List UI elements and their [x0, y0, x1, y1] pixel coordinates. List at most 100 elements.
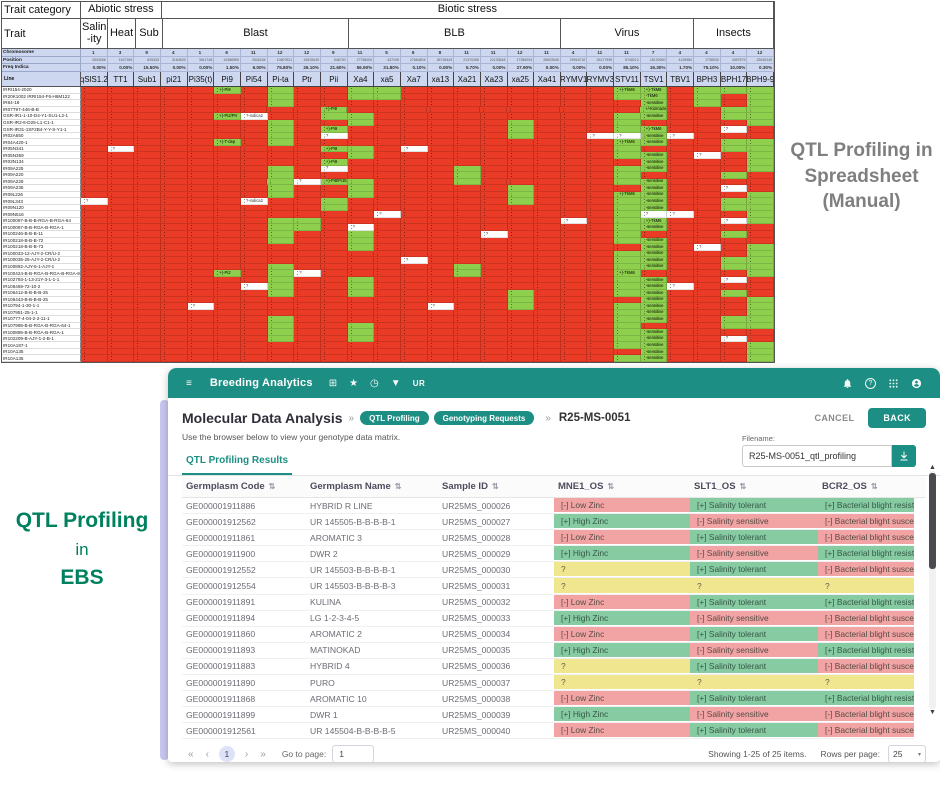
marker-header-cell[interactable]: TSV1 [640, 72, 668, 87]
position-cell[interactable]: 2543266 [81, 57, 108, 64]
sheet-cell[interactable] [347, 270, 375, 277]
sheet-cell[interactable] [667, 257, 695, 264]
sheet-cell[interactable] [560, 283, 588, 290]
sheet-cell[interactable] [747, 113, 775, 120]
sheet-cell[interactable] [81, 185, 108, 192]
marker-header-cell[interactable]: Pii [320, 72, 348, 87]
sheet-cell[interactable] [347, 132, 375, 140]
sheet-cell[interactable]: +)-TkM6 [614, 270, 641, 277]
sheet-cell[interactable] [320, 198, 348, 205]
sheet-cell[interactable] [267, 100, 295, 107]
freq-indica-cell[interactable]: 26.10% [294, 64, 321, 72]
line-name-cell[interactable]: IR07T97-446-B-B [2, 106, 81, 114]
sheet-cell[interactable] [720, 204, 748, 212]
sheet-cell[interactable] [294, 289, 321, 297]
sheet-cell[interactable] [160, 309, 188, 317]
line-name-cell[interactable]: IR106412-B-B-B-B-25 [2, 289, 81, 297]
sheet-cell[interactable] [374, 145, 401, 153]
sheet-cell[interactable]: -sensitive [640, 289, 668, 297]
sheet-cell[interactable] [240, 132, 268, 140]
sheet-cell[interactable] [534, 87, 561, 94]
sheet-cell[interactable] [160, 100, 188, 107]
sheet-cell[interactable] [107, 191, 135, 199]
sheet-cell[interactable] [187, 185, 215, 192]
sheet-cell[interactable] [747, 316, 775, 323]
line-name-cell[interactable]: IR100424-B-B-RGA-B-RGA-B-RGA-9 [2, 270, 81, 277]
sheet-cell[interactable] [720, 355, 748, 362]
sheet-cell[interactable] [560, 93, 588, 101]
sheet-cell[interactable] [400, 309, 428, 317]
sheet-cell[interactable]: ? [320, 165, 348, 173]
sheet-cell[interactable] [347, 152, 375, 160]
goto-page-input[interactable]: 1 [332, 745, 375, 762]
sheet-cell[interactable] [747, 211, 775, 218]
marker-header-cell[interactable]: Xa41 [534, 72, 561, 87]
sheet-cell[interactable] [667, 263, 695, 271]
sheet-cell[interactable] [400, 276, 428, 284]
sheet-cell[interactable]: -sensitive [640, 244, 668, 251]
sheet-cell[interactable] [160, 198, 188, 205]
sheet-cell[interactable]: ? [694, 244, 721, 251]
sheet-cell[interactable] [214, 276, 241, 284]
sheet-cell[interactable] [374, 309, 401, 317]
marker-header-cell[interactable]: BPH17 [720, 72, 748, 87]
sheet-cell[interactable] [294, 257, 321, 264]
sheet-cell[interactable] [614, 263, 641, 271]
sheet-cell[interactable] [240, 191, 268, 199]
sheet-cell[interactable] [667, 231, 695, 238]
sheet-cell[interactable] [240, 342, 268, 349]
sheet-cell[interactable] [507, 348, 535, 356]
sheet-cell[interactable] [107, 178, 135, 186]
sheet-cell[interactable] [747, 93, 775, 101]
chromosome-cell[interactable]: 11 [614, 49, 641, 57]
sheet-cell[interactable] [107, 329, 135, 336]
sheet-cell[interactable] [453, 106, 481, 114]
sheet-cell[interactable] [614, 159, 641, 166]
sheet-cell[interactable] [160, 257, 188, 264]
line-name-cell[interactable]: IR09L226 [2, 191, 81, 199]
sheet-cell[interactable] [214, 329, 241, 336]
sheet-cell[interactable]: -sensitive [640, 132, 668, 140]
sheet-cell[interactable] [400, 93, 428, 101]
sheet-cell[interactable] [320, 87, 348, 94]
marker-header-cell[interactable]: Pi54 [240, 72, 268, 87]
sheet-cell[interactable] [560, 303, 588, 310]
sheet-cell[interactable] [480, 316, 508, 323]
position-cell[interactable]: 10607521 [267, 57, 295, 64]
sheet-cell[interactable]: +)-Pi9 [214, 87, 241, 94]
vertical-scrollbar[interactable]: ▲ ▼ [928, 464, 937, 716]
sheet-cell[interactable] [107, 296, 135, 304]
trait-group-cell[interactable]: Salin -ity [81, 19, 109, 49]
sheet-cell[interactable] [240, 185, 268, 192]
sheet-cell[interactable]: +)-TkM6 [640, 217, 668, 225]
chromosome-cell[interactable]: 7 [640, 49, 668, 57]
sheet-cell[interactable] [134, 289, 161, 297]
sheet-cell[interactable] [507, 198, 535, 205]
sheet-cell[interactable] [294, 159, 321, 166]
sheet-cell[interactable] [374, 165, 401, 173]
line-name-cell[interactable]: IR102793-1-13-21Y-3-1-1-1 [2, 276, 81, 284]
sheet-cell[interactable] [507, 204, 535, 212]
sheet-cell[interactable] [267, 289, 295, 297]
sheet-cell[interactable]: ? [614, 132, 641, 140]
sheet-cell[interactable] [81, 231, 108, 238]
sheet-cell[interactable] [480, 113, 508, 120]
apps-squares-icon[interactable]: ⊞ [328, 377, 338, 389]
freq-indica-cell[interactable]: 75.10% [694, 64, 721, 72]
position-cell[interactable]: 29918732 [560, 57, 588, 64]
sheet-cell[interactable] [240, 309, 268, 317]
sheet-cell[interactable] [747, 159, 775, 166]
sheet-cell[interactable] [294, 250, 321, 258]
chromosome-cell[interactable]: 11 [587, 49, 615, 57]
sheet-cell[interactable] [427, 237, 455, 245]
sheet-cell[interactable]: ? [560, 217, 588, 225]
sheet-cell[interactable] [320, 289, 348, 297]
sheet-cell[interactable] [81, 283, 108, 290]
sheet-cell[interactable] [614, 296, 641, 304]
sheet-cell[interactable] [720, 198, 748, 205]
sheet-cell[interactable] [160, 178, 188, 186]
sheet-cell[interactable] [694, 257, 721, 264]
sheet-cell[interactable] [267, 342, 295, 349]
sheet-cell[interactable] [214, 303, 241, 310]
sheet-cell[interactable] [667, 224, 695, 232]
